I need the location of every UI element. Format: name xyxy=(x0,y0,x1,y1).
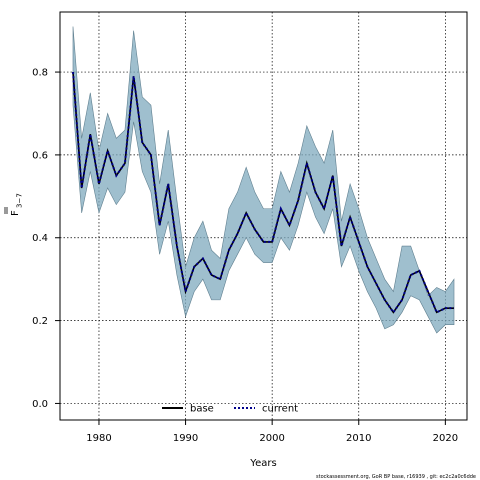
y-axis-label: F 3−7 xyxy=(4,193,24,216)
x-tick-label: 2000 xyxy=(259,433,284,444)
series-lines-layer xyxy=(71,71,455,315)
x-tick-label: 1980 xyxy=(86,433,111,444)
x-axis-label: Years xyxy=(249,458,276,469)
y-axis: 0.0 0.2 0.4 0.6 0.8 xyxy=(32,68,60,410)
y-tick-label: 0.4 xyxy=(32,233,48,244)
y-axis-label-subscript: 3−7 xyxy=(16,193,24,208)
y-tick-label: 0.2 xyxy=(32,316,48,327)
plot-frame xyxy=(59,11,468,421)
y-tick-label: 0.8 xyxy=(32,68,48,79)
confidence-band xyxy=(72,26,455,334)
x-tick-label: 1990 xyxy=(173,433,198,444)
x-tick-label: 2010 xyxy=(346,433,371,444)
y-axis-label-main: F xyxy=(10,210,21,216)
footnote: stockassessment.org, GoR BP base, r16939… xyxy=(316,474,476,480)
series-line-base xyxy=(72,72,455,314)
confidence-band-layer xyxy=(72,26,455,334)
legend-label-base: base xyxy=(190,404,214,415)
y-tick-label: 0.6 xyxy=(32,150,48,161)
legend: base current xyxy=(162,404,298,415)
x-tick-label: 2020 xyxy=(433,433,458,444)
y-tick-label: 0.0 xyxy=(32,399,48,410)
x-axis: 1980 1990 2000 2010 2020 xyxy=(86,420,458,444)
legend-label-current: current xyxy=(262,404,298,415)
